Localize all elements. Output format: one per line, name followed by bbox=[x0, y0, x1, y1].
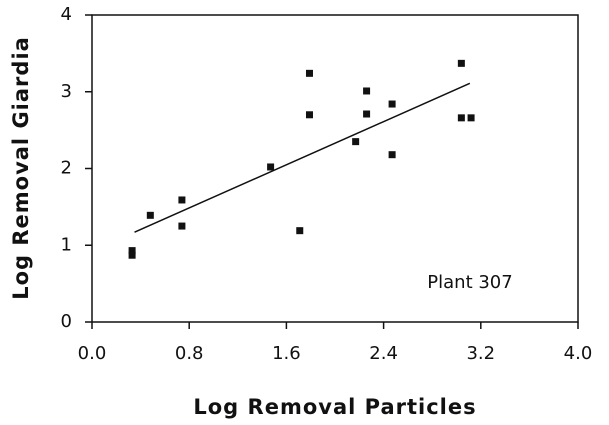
y-tick-label: 1 bbox=[61, 234, 72, 255]
point bbox=[305, 69, 313, 77]
y-tick-label: 3 bbox=[61, 81, 72, 102]
x-axis-title: Log Removal Particles bbox=[193, 395, 476, 419]
y-tick-label: 2 bbox=[61, 158, 72, 179]
trend-line bbox=[134, 82, 471, 233]
x-tick-label: 0.8 bbox=[175, 343, 204, 364]
point bbox=[178, 222, 186, 230]
point bbox=[267, 163, 275, 171]
point bbox=[457, 59, 465, 67]
x-tick-label: 2.4 bbox=[369, 343, 398, 364]
point bbox=[388, 151, 396, 159]
point bbox=[178, 196, 186, 204]
x-tick-label: 4.0 bbox=[564, 343, 593, 364]
point bbox=[363, 110, 371, 118]
annotation: Plant 307 bbox=[427, 272, 512, 293]
point bbox=[363, 87, 371, 95]
y-tick-label: 4 bbox=[61, 4, 72, 25]
x-tick-label: 0.0 bbox=[78, 343, 107, 364]
y-tick-label: 0 bbox=[61, 311, 72, 332]
point bbox=[296, 227, 304, 235]
point bbox=[128, 247, 136, 255]
point bbox=[388, 100, 396, 108]
point bbox=[305, 111, 313, 119]
point bbox=[467, 114, 475, 122]
point bbox=[457, 114, 465, 122]
point bbox=[128, 251, 136, 259]
x-tick-label: 1.6 bbox=[272, 343, 301, 364]
point bbox=[352, 138, 360, 146]
point bbox=[146, 211, 154, 219]
x-tick-label: 3.2 bbox=[466, 343, 495, 364]
y-axis-title: Log Removal Giardia bbox=[9, 36, 33, 300]
